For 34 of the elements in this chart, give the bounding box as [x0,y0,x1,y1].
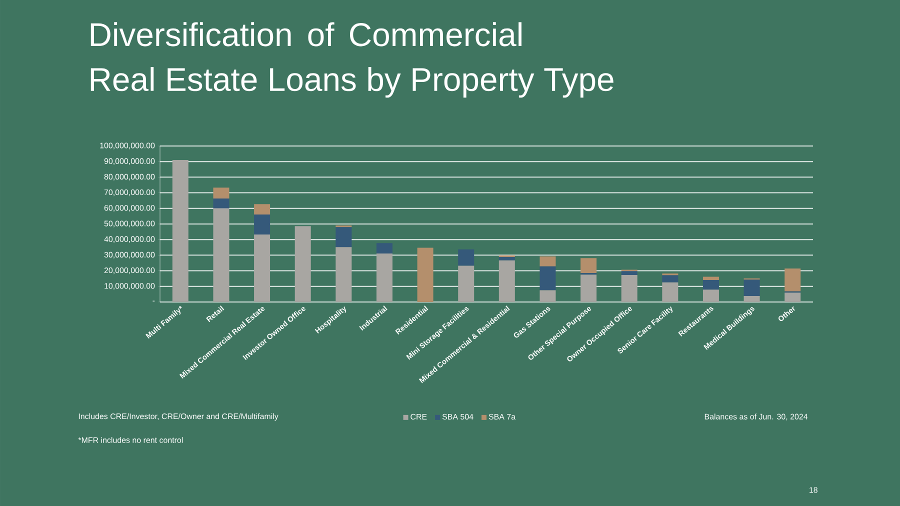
bar [662,275,678,282]
bar [580,274,597,302]
bar [498,260,515,302]
bar [336,247,352,302]
bar [662,282,678,302]
bar [540,256,556,266]
bar [621,271,638,275]
bar [254,214,270,234]
bar [417,248,434,302]
bar [702,290,719,302]
bar [784,268,801,292]
bar [254,234,270,302]
bar [213,208,230,302]
bar [294,226,311,302]
bar [376,253,392,302]
bar [621,274,638,302]
bar [702,280,719,290]
bar [254,204,270,214]
bar [540,266,556,290]
bar [702,276,719,280]
bar [213,198,230,208]
bar [458,266,474,302]
bar [580,258,597,273]
bar [744,296,760,302]
bar [213,188,230,199]
bar [744,280,760,296]
bar [458,249,474,266]
bar [784,292,801,302]
bar [336,227,352,248]
bar [498,257,515,260]
chart-title: Diversification of Commercial Real Estate Loans by Property Type [90,22,614,98]
bar [540,290,556,302]
bar [172,160,188,302]
bar [376,243,392,254]
